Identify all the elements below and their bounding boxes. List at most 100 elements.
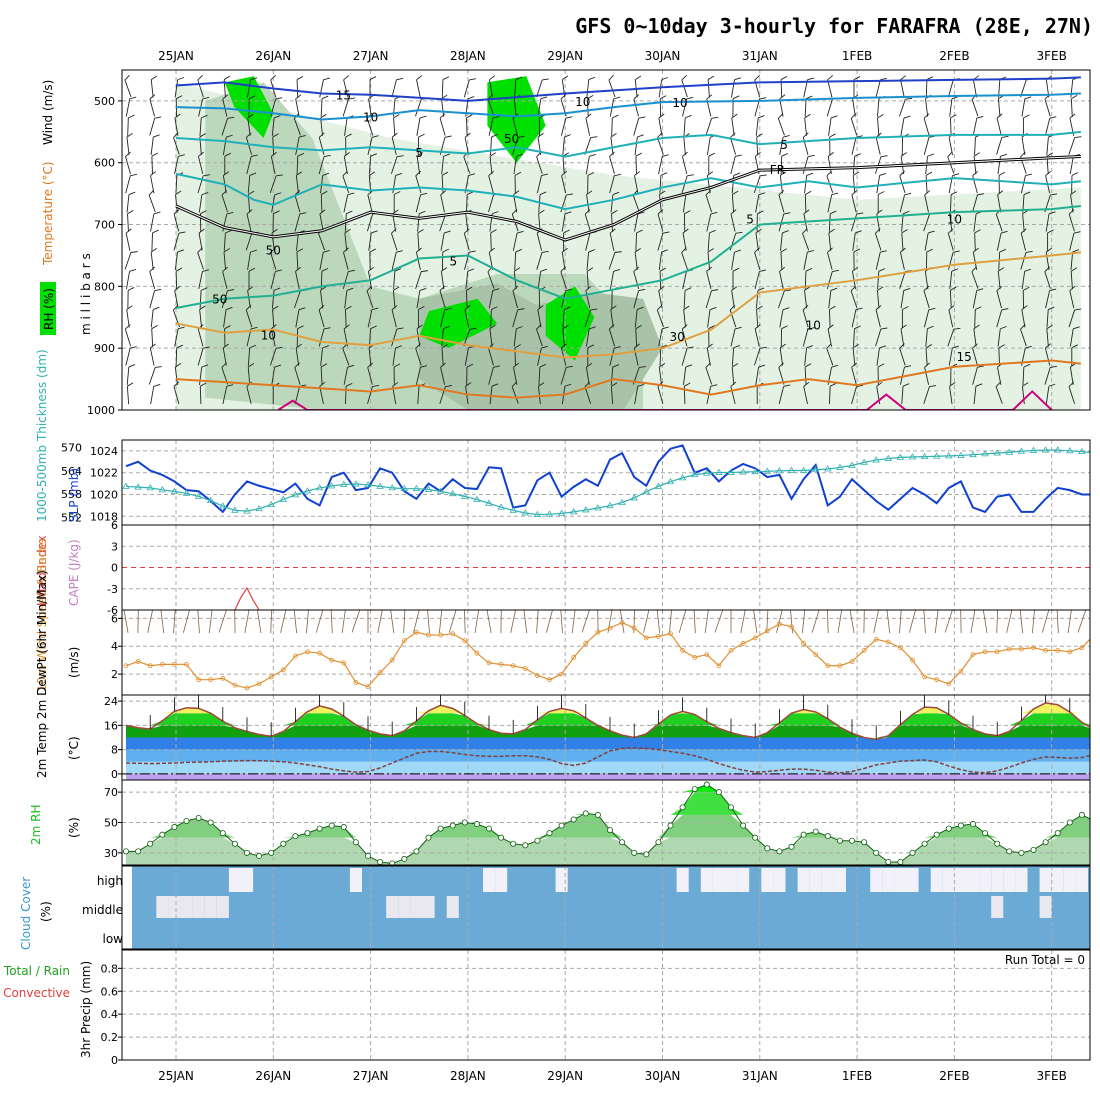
barb-flag [805, 190, 812, 195]
wind-marker [377, 670, 383, 676]
barb-staff [561, 213, 566, 232]
wind10m-panel: 246 10m Wind Speed & Barbs (m/s) [35, 538, 1090, 695]
wind-barb [489, 324, 496, 347]
contour-label: 15 [956, 350, 971, 364]
barb-flag [246, 132, 252, 138]
thickness-marker [545, 510, 554, 517]
barb-staff [127, 117, 129, 136]
wind-barb [247, 249, 257, 270]
wind-barb [150, 134, 160, 156]
surface-barb [197, 610, 200, 634]
barb-flag [587, 172, 595, 176]
wind-barb [1068, 136, 1082, 155]
wind-barb [681, 346, 694, 366]
barb-staff [829, 386, 831, 405]
y-tick-label: 30 [104, 847, 118, 860]
barb-staff [828, 232, 832, 251]
barb-flag [880, 250, 887, 253]
wind-barb [950, 191, 958, 213]
wind-marker [994, 649, 1000, 655]
barb-flag [391, 132, 398, 138]
barb-flag [609, 324, 615, 330]
barb-flag [248, 267, 256, 272]
barb-flag [201, 192, 209, 196]
barb-flag [490, 229, 497, 234]
barb-flag [730, 132, 736, 138]
wind-barb [1021, 305, 1028, 328]
wind-barb [512, 285, 519, 309]
barb-flag [491, 383, 499, 387]
barb-staff [320, 290, 324, 309]
wind-barb [150, 306, 160, 328]
wind-barb [802, 327, 815, 347]
wind-barb [1020, 324, 1027, 347]
cloud-clear-high [894, 868, 907, 892]
barb-staff [947, 329, 955, 347]
contour-label: 5 [449, 254, 457, 268]
barb-flag [248, 190, 255, 195]
wind-barb [804, 95, 813, 117]
wind-marker [232, 682, 238, 688]
wind-marker [728, 648, 734, 653]
wind-barb [296, 75, 304, 98]
barb-flag [370, 153, 377, 157]
barb-flag [441, 267, 448, 272]
wind-barb [731, 286, 738, 309]
wind-marker [498, 661, 504, 667]
barb-flag [634, 248, 641, 253]
wind-barb [586, 267, 594, 290]
rh2m-marker [957, 822, 964, 829]
barb-staff [779, 309, 784, 328]
wind-barb [223, 307, 233, 328]
barb-staff [899, 271, 906, 289]
rh2m-marker [800, 831, 807, 838]
wind-barb [658, 362, 666, 385]
wind-barb [609, 268, 621, 290]
wind-barb [295, 171, 303, 194]
wind-barb [537, 345, 548, 366]
barb-staff [151, 232, 153, 251]
barb-staff [344, 232, 348, 251]
barb-flag [323, 77, 331, 81]
surface-barb [280, 610, 287, 633]
wind-barb [754, 97, 767, 117]
barb-staff [536, 233, 543, 251]
barb-staff [149, 271, 156, 289]
wind-barb [683, 287, 692, 309]
barb-flag [491, 306, 498, 310]
barb-flag [952, 345, 959, 349]
barb-staff [561, 252, 566, 270]
barb-flag [904, 192, 912, 196]
wind-barb [753, 346, 767, 366]
barb-staff [611, 117, 613, 136]
barb-flag [706, 343, 713, 349]
wind-barb [199, 364, 209, 385]
surface-barb [523, 610, 528, 634]
isotherm-line [175, 251, 1081, 359]
barb-flag [202, 269, 210, 272]
wind-barb [125, 173, 137, 194]
surface-barb [714, 610, 724, 633]
slp-thickness-lines [122, 444, 1090, 517]
barb-flag [372, 384, 380, 387]
barb-flag [1025, 173, 1033, 177]
barb-staff [974, 309, 976, 328]
li-tick: -6 [107, 604, 118, 617]
wind-barb [466, 114, 473, 136]
rh2m-marker [1030, 846, 1037, 853]
barb-flag [660, 172, 668, 176]
barb-flag [638, 288, 646, 292]
barb-staff [367, 194, 373, 213]
wind-barb [779, 343, 786, 366]
wind-marker [401, 638, 407, 644]
li-y-ticks: 630-3-6 [107, 519, 118, 617]
wind-marker [982, 649, 988, 655]
barb-flag [802, 304, 809, 311]
wind-barb [223, 248, 230, 271]
surface-barb [486, 610, 492, 634]
barb-flag [270, 75, 276, 81]
wind-marker [329, 657, 335, 663]
wind-barb [755, 115, 765, 136]
barb-staff [441, 79, 444, 98]
barb-flag [222, 266, 229, 272]
